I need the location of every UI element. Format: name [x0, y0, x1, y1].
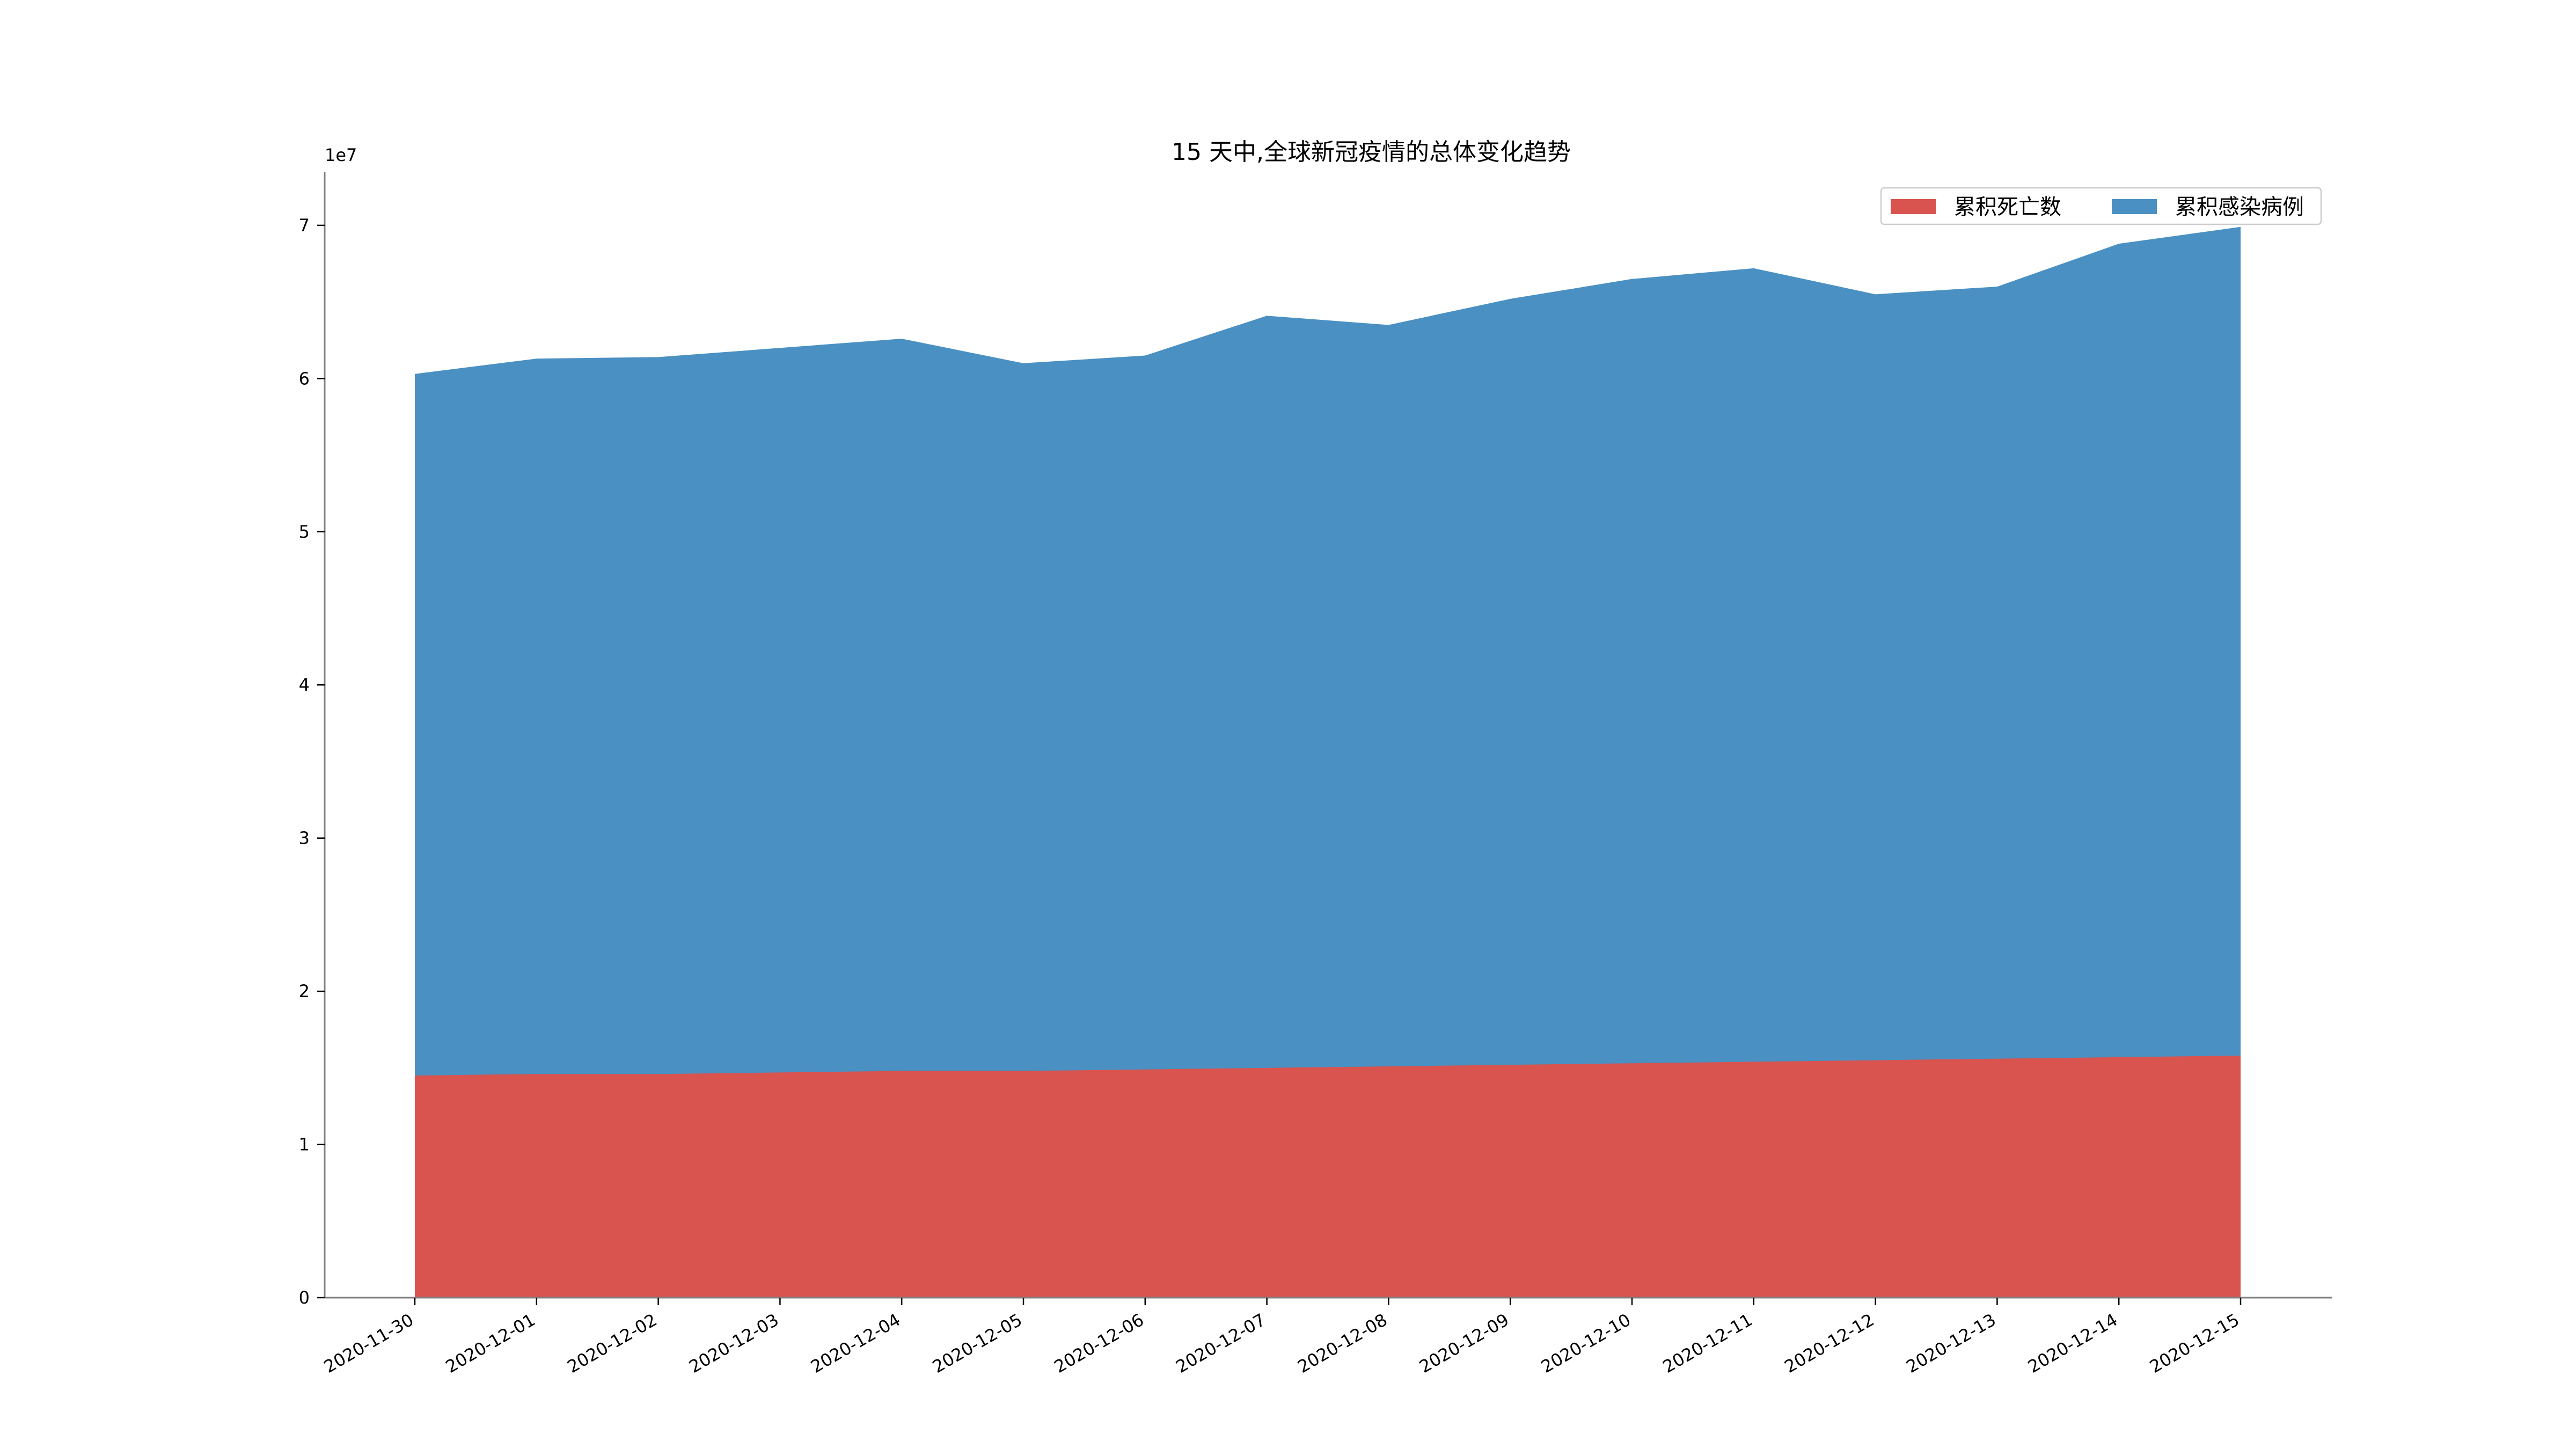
- legend-swatch: [2112, 199, 2157, 214]
- y-ticks: 0 1 2 3 4 5 6 7: [299, 215, 325, 1308]
- x-tick-label: 2020-12-10: [1538, 1309, 1634, 1377]
- legend-label: 累积死亡数: [1954, 195, 2061, 219]
- legend-box: [1880, 187, 2322, 225]
- y-tick-label: 1: [299, 1135, 310, 1155]
- x-tick-label: 2020-12-11: [1659, 1309, 1756, 1377]
- area-infections: [415, 226, 2241, 1298]
- legend-swatch: [1891, 199, 1936, 214]
- y-tick-label: 2: [299, 981, 310, 1001]
- x-ticks: 2020-11-30 2020-12-01 2020-12-02 2020-12-03…: [320, 1298, 2243, 1377]
- x-tick-label: 2020-12-08: [1294, 1309, 1391, 1377]
- y-tick-label: 4: [299, 675, 310, 695]
- y-tick-label: 0: [299, 1287, 310, 1308]
- area-deaths: [415, 1056, 2241, 1298]
- x-tick-label: 2020-12-07: [1173, 1309, 1269, 1377]
- x-tick-label: 2020-12-03: [685, 1309, 782, 1377]
- y-tick-label: 3: [299, 828, 310, 848]
- legend-label: 累积感染病例: [2175, 195, 2304, 219]
- y-tick-label: 7: [299, 215, 310, 236]
- x-tick-label: 2020-11-30: [320, 1309, 417, 1377]
- x-tick-label: 2020-12-15: [2146, 1309, 2243, 1377]
- chart-title: 15 天中,全球新冠疫情的总体变化趋势: [1172, 138, 1571, 166]
- x-tick-label: 2020-12-02: [564, 1309, 661, 1377]
- x-tick-label: 2020-12-05: [929, 1309, 1026, 1377]
- x-tick-label: 2020-12-01: [442, 1309, 539, 1377]
- x-tick-label: 2020-12-14: [2024, 1309, 2121, 1377]
- chart-areas: [415, 226, 2241, 1298]
- x-tick-label: 2020-12-06: [1051, 1309, 1147, 1377]
- x-tick-label: 2020-12-04: [807, 1309, 904, 1377]
- legend: 累积死亡数 累积感染病例: [1880, 187, 2322, 225]
- x-tick-label: 2020-12-13: [1902, 1309, 1999, 1377]
- y-offset-label: 1e7: [325, 145, 357, 165]
- y-tick-label: 6: [299, 368, 310, 389]
- y-tick-label: 5: [299, 522, 310, 542]
- x-tick-label: 2020-12-12: [1781, 1309, 1878, 1377]
- x-tick-label: 2020-12-09: [1416, 1309, 1512, 1377]
